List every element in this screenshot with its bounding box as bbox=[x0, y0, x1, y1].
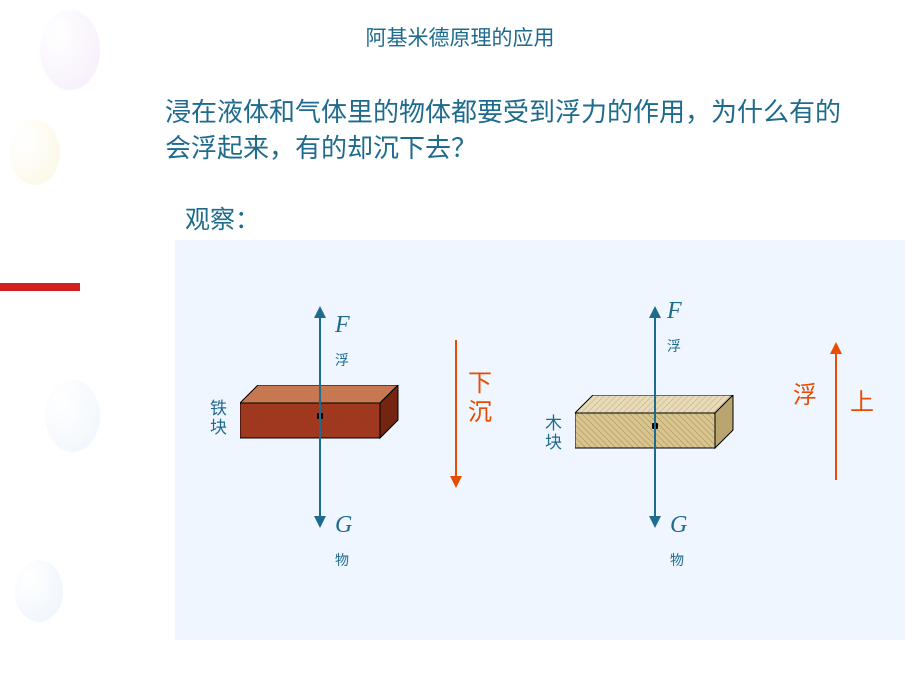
observe-label: 观察： bbox=[185, 200, 260, 236]
wood-motion-line bbox=[835, 350, 837, 480]
diagram-container: 铁块 F浮 G物 下沉 木块 bbox=[175, 240, 905, 640]
background-balloons bbox=[0, 0, 140, 690]
iron-motion-arrow bbox=[450, 476, 462, 488]
iron-motion-line bbox=[455, 340, 457, 480]
iron-force-axis bbox=[319, 310, 321, 520]
iron-buoyancy-arrow bbox=[314, 306, 326, 318]
slide-title: 阿基米德原理的应用 bbox=[0, 22, 920, 52]
wood-motion-label-v: 浮 bbox=[793, 382, 819, 411]
wood-force-axis bbox=[654, 310, 656, 520]
iron-buoyancy-label: F浮 bbox=[335, 312, 350, 370]
wood-motion-label-h: 上 bbox=[850, 382, 874, 417]
red-accent-bar bbox=[0, 283, 80, 291]
wood-block-label: 木块 bbox=[545, 415, 565, 452]
iron-gravity-label: G物 bbox=[335, 512, 352, 570]
wood-buoyancy-label: F浮 bbox=[667, 298, 682, 356]
iron-block-label: 铁块 bbox=[210, 400, 230, 437]
wood-gravity-label: G物 bbox=[670, 512, 687, 570]
question-text: 浸在液体和气体里的物体都要受到浮力的作用，为什么有的会浮起来，有的却沉下去？ bbox=[165, 95, 845, 168]
wood-gravity-arrow bbox=[649, 516, 661, 528]
iron-gravity-arrow bbox=[314, 516, 326, 528]
iron-motion-label: 下沉 bbox=[468, 370, 494, 428]
wood-motion-arrow bbox=[830, 342, 842, 354]
wood-buoyancy-arrow bbox=[649, 306, 661, 318]
